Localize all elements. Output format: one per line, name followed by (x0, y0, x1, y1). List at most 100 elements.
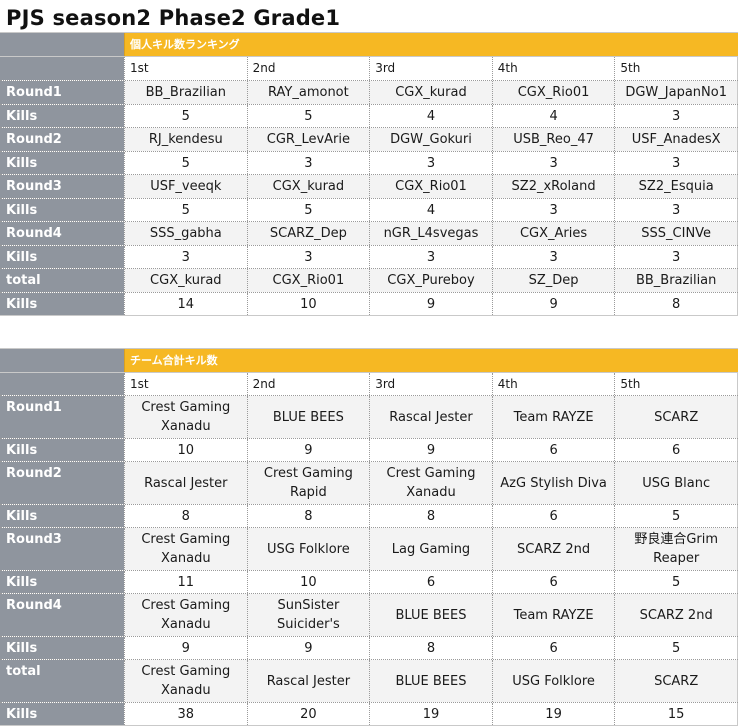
kills-cell: 5 (124, 199, 247, 221)
kills-cell: 9 (369, 439, 492, 461)
kills-cell: 38 (124, 703, 247, 725)
row-label: Round3 (0, 175, 124, 198)
name-cell: RJ_kendesu (124, 128, 247, 151)
kills-cell: 8 (246, 505, 370, 527)
row-label: Round1 (0, 396, 124, 438)
kills-label: Kills (0, 703, 124, 725)
kills-cell: 9 (491, 293, 615, 315)
name-cell: USF_veeqk (124, 175, 247, 198)
kills-cell: 9 (369, 293, 492, 315)
rank-header-cell: 5th (614, 373, 738, 395)
section-title: チーム合計キル数 (124, 349, 738, 372)
name-cell: Rascal Jester (369, 396, 492, 438)
name-cell: SSS_CINVe (614, 222, 738, 245)
name-cell: Crest Gaming Xanadu (124, 594, 247, 636)
kills-label: Kills (0, 105, 124, 127)
rank-header-cell: 5th (614, 57, 738, 80)
row-label: Round1 (0, 81, 124, 104)
kills-cell: 9 (246, 637, 370, 659)
kills-cell: 3 (614, 246, 738, 268)
name-cell: BLUE BEES (246, 396, 370, 438)
name-cell: SCARZ (614, 396, 738, 438)
kills-cell: 5 (614, 505, 738, 527)
kills-label: Kills (0, 199, 124, 221)
name-cell: SZ2_Esquia (614, 175, 738, 198)
name-row: total CGX_kurad CGX_Rio01 CGX_Pureboy SZ_Dep… (0, 269, 738, 293)
name-cell: Crest Gaming Xanadu (124, 660, 247, 702)
row-label-blank (0, 373, 124, 395)
name-cell: SCARZ 2nd (614, 594, 738, 636)
rank-header-cell: 2nd (246, 57, 370, 80)
kills-cell: 6 (491, 637, 615, 659)
name-cell: Crest Gaming Rapid (246, 462, 370, 504)
kills-cell: 3 (246, 152, 370, 174)
name-cell: Rascal Jester (246, 660, 370, 702)
name-row: Round4 SSS_gabha SCARZ_Dep nGR_L4svegas CGX_… (0, 222, 738, 246)
name-row: Round2 Rascal Jester Crest Gaming Rapid Cre… (0, 462, 738, 505)
kills-cell: 9 (246, 439, 370, 461)
rank-header-cell: 4th (491, 57, 615, 80)
name-cell: Team RAYZE (491, 396, 615, 438)
name-cell: BLUE BEES (369, 594, 492, 636)
rank-header-row: 1st 2nd 3rd 4th 5th (0, 373, 738, 396)
name-cell: SCARZ 2nd (491, 528, 615, 570)
kills-cell: 3 (614, 152, 738, 174)
row-label: Round3 (0, 528, 124, 570)
kills-row: Kills 8 8 8 6 5 (0, 505, 738, 528)
name-cell: CGX_kurad (246, 175, 370, 198)
team-kill-table: チーム合計キル数 1st 2nd 3rd 4th 5th Round1 Crest Gami… (0, 348, 738, 726)
row-label: total (0, 269, 124, 292)
kills-cell: 5 (124, 105, 247, 127)
name-cell: Crest Gaming Xanadu (124, 528, 247, 570)
name-cell: CGX_kurad (124, 269, 247, 292)
kills-cell: 5 (614, 571, 738, 593)
rank-header-cell: 3rd (369, 373, 492, 395)
header-spacer (0, 33, 124, 56)
name-cell: CGX_kurad (369, 81, 492, 104)
kills-cell: 3 (614, 199, 738, 221)
kills-row: Kills 9 9 8 6 5 (0, 637, 738, 660)
kills-cell: 10 (124, 439, 247, 461)
kills-cell: 3 (614, 105, 738, 127)
name-cell: CGX_Rio01 (491, 81, 615, 104)
name-cell: DGW_Gokuri (369, 128, 492, 151)
name-cell: USG Blanc (614, 462, 738, 504)
name-row: total Crest Gaming Xanadu Rascal Jester BLU… (0, 660, 738, 703)
kills-cell: 10 (246, 293, 370, 315)
name-cell: SCARZ_Dep (246, 222, 370, 245)
name-cell: SZ_Dep (491, 269, 615, 292)
name-row: Round3 Crest Gaming Xanadu USG Folklore Lag… (0, 528, 738, 571)
name-cell: SZ2_xRoland (491, 175, 615, 198)
kills-cell: 10 (246, 571, 370, 593)
rank-header-cell: 3rd (369, 57, 492, 80)
kills-cell: 19 (369, 703, 492, 725)
kills-cell: 3 (124, 246, 247, 268)
section-header: チーム合計キル数 (0, 348, 738, 373)
kills-cell: 6 (491, 439, 615, 461)
kills-cell: 6 (491, 571, 615, 593)
name-cell: nGR_L4svegas (369, 222, 492, 245)
kills-cell: 3 (369, 246, 492, 268)
kills-row: Kills 3 3 3 3 3 (0, 246, 738, 269)
name-cell: CGX_Rio01 (369, 175, 492, 198)
kills-cell: 6 (491, 505, 615, 527)
kills-cell: 8 (369, 505, 492, 527)
kills-row: Kills 5 5 4 4 3 (0, 105, 738, 128)
kills-label: Kills (0, 152, 124, 174)
name-cell: CGX_Aries (491, 222, 615, 245)
kills-label: Kills (0, 571, 124, 593)
name-cell: 野良連合Grim Reaper (614, 528, 738, 570)
kills-cell: 3 (491, 246, 615, 268)
kills-cell: 8 (124, 505, 247, 527)
kills-cell: 6 (369, 571, 492, 593)
kills-cell: 8 (614, 293, 738, 315)
name-row: Round2 RJ_kendesu CGR_LevArie DGW_Gokuri USB… (0, 128, 738, 152)
header-spacer (0, 349, 124, 372)
kills-cell: 4 (369, 105, 492, 127)
kills-cell: 8 (369, 637, 492, 659)
kills-row: Kills 5 3 3 3 3 (0, 152, 738, 175)
name-cell: Lag Gaming (369, 528, 492, 570)
kills-cell: 5 (246, 199, 370, 221)
kills-cell: 4 (491, 105, 615, 127)
name-row: Round1 BB_Brazilian RAY_amonot CGX_kurad CGX… (0, 81, 738, 105)
